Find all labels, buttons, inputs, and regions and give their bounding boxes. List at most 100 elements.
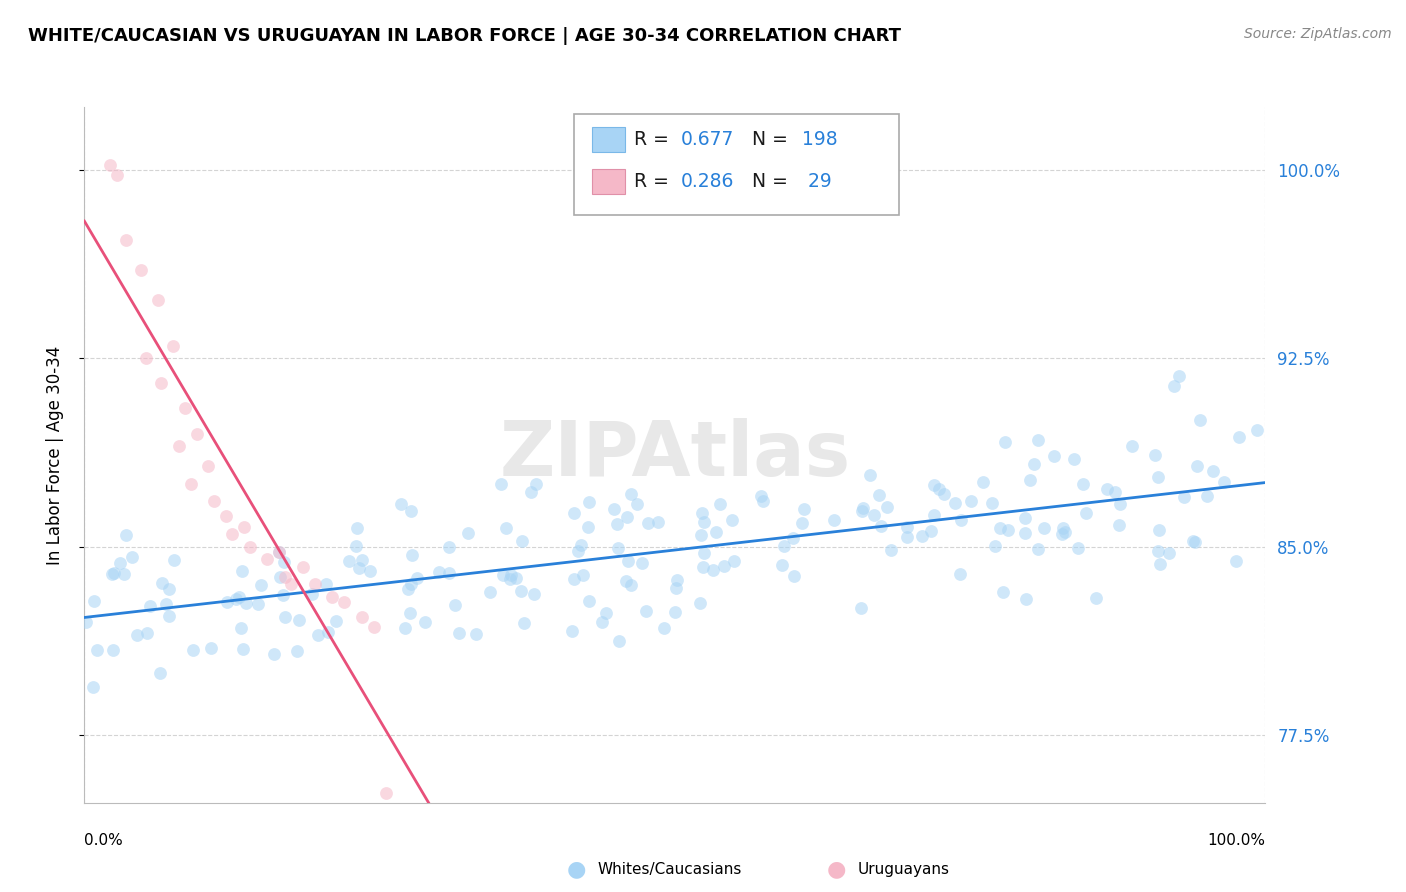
Point	[127, 627, 149, 641]
Point	[666, 573, 689, 587]
Text: Whites/Caucasians: Whites/Caucasians	[598, 863, 742, 877]
Point	[399, 504, 422, 518]
Text: ●: ●	[827, 860, 846, 880]
Point	[301, 587, 323, 601]
Point	[959, 494, 981, 508]
Point	[1071, 477, 1094, 491]
Text: N =: N =	[740, 130, 794, 149]
Point	[444, 599, 467, 613]
Text: N =: N =	[740, 172, 794, 191]
Point	[704, 524, 727, 539]
Point	[510, 533, 533, 548]
Point	[770, 558, 793, 573]
Point	[394, 621, 416, 635]
Point	[702, 563, 724, 577]
Point	[256, 552, 278, 566]
Point	[713, 558, 735, 573]
Point	[567, 544, 589, 558]
Point	[183, 643, 205, 657]
Point	[231, 564, 253, 578]
Point	[107, 168, 129, 182]
Text: 100.0%: 100.0%	[1208, 833, 1265, 848]
Point	[631, 556, 654, 570]
Point	[273, 555, 295, 569]
Point	[269, 570, 291, 584]
Point	[1147, 470, 1170, 484]
Point	[693, 546, 716, 560]
Point	[620, 578, 643, 592]
Text: 0.286: 0.286	[681, 172, 734, 191]
Point	[162, 339, 184, 353]
Point	[307, 628, 329, 642]
Point	[692, 559, 714, 574]
Point	[100, 566, 122, 581]
Point	[1033, 521, 1056, 535]
Point	[1159, 546, 1181, 560]
Point	[1076, 506, 1098, 520]
Point	[150, 376, 173, 391]
Point	[197, 459, 219, 474]
Point	[792, 516, 814, 530]
Point	[572, 568, 595, 582]
Point	[943, 496, 966, 510]
Point	[690, 528, 713, 542]
Text: 29: 29	[803, 172, 832, 191]
Point	[505, 571, 527, 585]
Point	[863, 508, 886, 523]
Point	[413, 615, 436, 629]
Point	[606, 517, 628, 532]
Text: WHITE/CAUCASIAN VS URUGUAYAN IN LABOR FORCE | AGE 30-34 CORRELATION CHART: WHITE/CAUCASIAN VS URUGUAYAN IN LABOR FO…	[28, 27, 901, 45]
Point	[1163, 378, 1185, 392]
Point	[637, 516, 659, 530]
Point	[620, 487, 643, 501]
Point	[267, 544, 290, 558]
Point	[595, 606, 617, 620]
Text: R =: R =	[634, 172, 675, 191]
Point	[896, 520, 918, 534]
Point	[1225, 554, 1247, 568]
Point	[1173, 490, 1195, 504]
FancyBboxPatch shape	[592, 169, 626, 194]
Point	[495, 521, 517, 535]
Point	[793, 502, 815, 516]
Point	[1067, 541, 1090, 555]
Point	[721, 513, 744, 527]
Point	[647, 515, 669, 529]
Point	[228, 591, 250, 605]
Point	[1097, 483, 1119, 497]
Point	[564, 506, 586, 520]
Point	[692, 515, 714, 529]
Point	[1184, 534, 1206, 549]
Point	[1143, 448, 1166, 462]
Point	[350, 610, 373, 624]
Text: Source: ZipAtlas.com: Source: ZipAtlas.com	[1244, 27, 1392, 41]
Point	[499, 572, 522, 586]
Point	[626, 497, 648, 511]
Point	[1052, 521, 1074, 535]
Point	[263, 647, 285, 661]
Point	[1043, 450, 1066, 464]
Point	[752, 494, 775, 508]
Point	[561, 624, 583, 638]
Point	[114, 233, 136, 247]
Point	[1014, 525, 1036, 540]
Point	[1182, 533, 1205, 548]
Point	[997, 524, 1019, 538]
Point	[1195, 489, 1218, 503]
Point	[287, 613, 309, 627]
Point	[981, 496, 1004, 510]
Point	[239, 540, 262, 554]
Point	[523, 587, 546, 601]
Point	[1022, 457, 1045, 471]
Point	[457, 525, 479, 540]
Point	[607, 633, 630, 648]
Point	[273, 609, 295, 624]
Point	[221, 527, 243, 541]
Point	[876, 500, 898, 514]
Point	[602, 502, 624, 516]
Point	[492, 567, 515, 582]
Point	[167, 439, 190, 453]
Point	[401, 548, 423, 562]
Point	[870, 519, 893, 533]
Point	[1246, 423, 1268, 437]
